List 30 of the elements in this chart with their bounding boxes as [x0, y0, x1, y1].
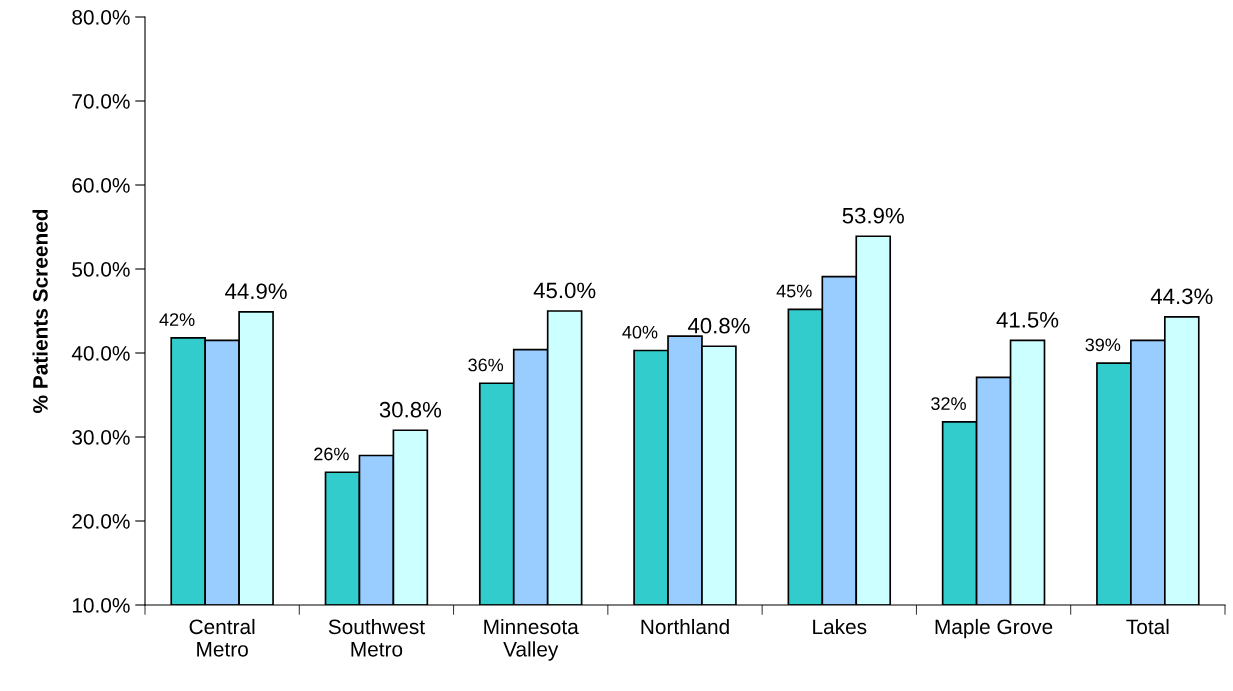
data-label: 44.9%	[225, 283, 287, 300]
x-tick-label: Minnesota Valley	[484, 618, 579, 661]
x-tick-label: Central Metro	[189, 618, 255, 657]
y-tick-label: 60.0%	[72, 178, 130, 193]
data-label: 41.5%	[996, 312, 1059, 328]
y-axis-title: % Patients Screened	[32, 209, 48, 413]
data-label: 32%	[931, 397, 966, 410]
y-tick-label: 40.0%	[71, 346, 130, 361]
data-label: 36%	[468, 358, 504, 372]
x-tick-label: Lakes	[813, 618, 867, 635]
data-label: 42%	[159, 313, 195, 326]
data-label: 45%	[776, 284, 812, 298]
y-tick-label: 10.0%	[72, 598, 130, 613]
x-tick-label: Total	[1126, 618, 1169, 635]
x-tick-label: Southwest Metro	[328, 618, 425, 657]
y-tick-label: 50.0%	[72, 262, 130, 277]
y-tick-label: 80.0%	[72, 10, 130, 25]
data-label: 45.0%	[533, 282, 596, 299]
data-label: 44.3%	[1150, 288, 1213, 305]
data-label: 30.8%	[379, 401, 442, 418]
x-tick-label: Northland	[641, 618, 729, 635]
data-label: 40%	[622, 325, 658, 339]
data-label: 39%	[1085, 338, 1121, 352]
data-label: 40.8%	[687, 317, 750, 334]
y-tick-label: 70.0%	[72, 94, 130, 109]
y-tick-label: 20.0%	[72, 514, 130, 529]
data-label: 26%	[314, 447, 349, 461]
x-tick-label: Maple Grove	[935, 618, 1053, 639]
data-label: 53.9%	[842, 207, 904, 224]
y-tick-label: 30.0%	[72, 430, 130, 445]
